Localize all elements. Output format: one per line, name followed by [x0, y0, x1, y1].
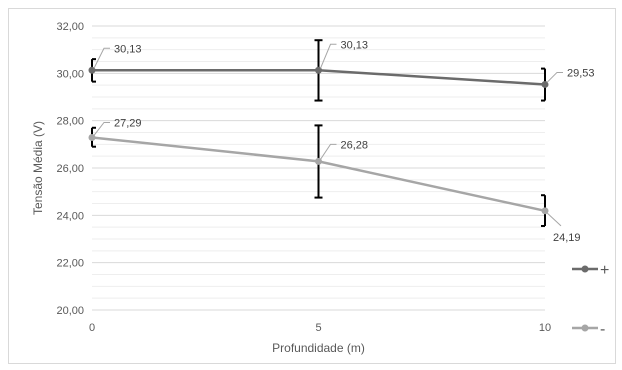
data-label: 30,13: [114, 43, 142, 55]
legend: +-: [572, 262, 609, 338]
y-tick-label: 22,00: [56, 258, 84, 270]
chart-area: [8, 8, 616, 364]
y-tick-label: 20,00: [56, 305, 84, 317]
x-tick-label: 5: [315, 322, 321, 334]
data-point: [315, 66, 322, 74]
x-axis-title: Profundidade (m): [272, 341, 365, 355]
data-label: 24,19: [553, 232, 581, 244]
label-leader: [546, 212, 562, 227]
label-leader: [320, 43, 337, 69]
data-label: 29,53: [567, 67, 595, 79]
label-leader: [546, 71, 563, 83]
legend-entry: -: [572, 321, 605, 338]
legend-label: +: [600, 262, 609, 279]
x-tick-label: 10: [539, 322, 551, 334]
legend-swatch-marker: [581, 265, 589, 273]
series-lines: [88, 66, 549, 215]
label-leader: [320, 143, 337, 160]
data-point: [88, 133, 96, 141]
legend-swatch-marker: [581, 324, 589, 332]
legend-entry: +: [572, 262, 609, 279]
data-labels: 30,13 30,13 29,53 27,29 26,28 24,19: [114, 39, 595, 244]
data-point: [541, 80, 549, 88]
y-tick-label: 26,00: [56, 163, 84, 175]
y-tick-label: 32,00: [56, 21, 84, 33]
label-leader: [93, 47, 110, 69]
y-tick-label: 30,00: [56, 68, 84, 80]
legend-label: -: [600, 321, 605, 338]
y-tick-label: 24,00: [56, 210, 84, 222]
label-leaders: [93, 43, 563, 227]
data-label: 26,28: [341, 139, 369, 151]
y-axis-title: Tensão Média (V): [31, 121, 45, 215]
data-label: 30,13: [341, 39, 369, 51]
y-tick-labels: 20,00 22,00 24,00 26,00 28,00 30,00 32,00: [56, 21, 84, 317]
data-label: 27,29: [114, 117, 142, 129]
data-point: [541, 207, 549, 215]
data-point: [315, 157, 322, 165]
label-leader: [93, 121, 110, 136]
data-point: [88, 66, 96, 74]
x-tick-labels: 0 5 10: [89, 322, 551, 334]
x-tick-label: 0: [89, 322, 95, 334]
y-tick-label: 28,00: [56, 116, 84, 128]
